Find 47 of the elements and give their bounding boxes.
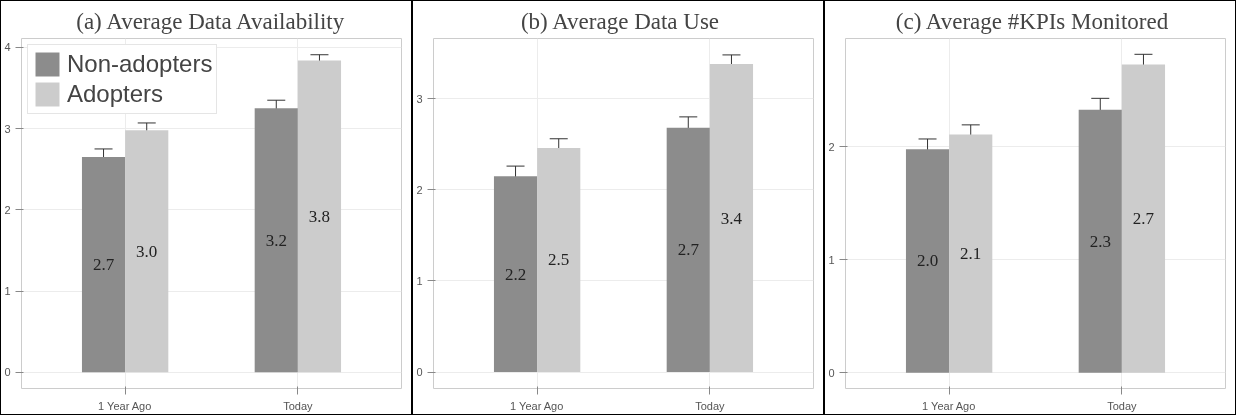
bar [709, 64, 754, 373]
bar [666, 127, 710, 373]
x-tick-label: 1 Year Ago [922, 399, 976, 412]
bar [949, 134, 993, 373]
chart-title: (a) Average Data Availability [76, 8, 345, 34]
bar [905, 149, 950, 373]
legend-label: Non-adopters [67, 50, 213, 78]
data-label: 2.2 [504, 264, 527, 284]
chart-title: (b) Average Data Use [520, 8, 720, 34]
x-tick-label: Today [1107, 399, 1138, 412]
data-label: 3.8 [308, 206, 331, 226]
legend-label: Adopters [67, 80, 164, 108]
x-tick-label: Today [283, 399, 314, 412]
data-label: 2.7 [1132, 209, 1155, 229]
chart-title: (c) Average #KPIs Monitored [895, 8, 1169, 34]
bar [297, 60, 342, 373]
y-tick-label: 0 [4, 366, 11, 379]
x-tick-label: 1 Year Ago [510, 399, 564, 412]
x-tick-label: 1 Year Ago [98, 399, 152, 412]
y-tick-label: 2 [828, 140, 835, 153]
y-tick-label: 3 [4, 122, 11, 135]
data-label: 3.4 [720, 208, 743, 228]
x-tick-label: Today [695, 399, 726, 412]
y-tick-label: 0 [416, 366, 423, 379]
y-tick-label: 2 [4, 203, 11, 216]
data-label: 3.0 [136, 241, 158, 261]
bar [81, 157, 126, 373]
y-tick-label: 2 [416, 183, 423, 196]
bar [254, 108, 298, 373]
bar [537, 147, 581, 373]
data-label: 2.5 [548, 250, 570, 270]
data-label: 2.7 [677, 240, 700, 260]
data-label: 2.0 [916, 251, 939, 271]
bar [125, 130, 169, 373]
y-tick-label: 3 [416, 92, 423, 105]
y-tick-label: 0 [828, 366, 835, 379]
y-tick-label: 1 [828, 253, 835, 266]
bar [1121, 64, 1166, 373]
bar [493, 176, 538, 373]
data-label: 2.1 [960, 244, 982, 264]
data-label: 3.2 [265, 230, 287, 250]
y-tick-label: 4 [4, 41, 11, 54]
y-tick-label: 1 [4, 285, 11, 298]
bar [1078, 109, 1122, 373]
data-label: 2.3 [1089, 231, 1111, 251]
y-tick-label: 1 [416, 274, 423, 287]
data-label: 2.7 [92, 255, 115, 275]
